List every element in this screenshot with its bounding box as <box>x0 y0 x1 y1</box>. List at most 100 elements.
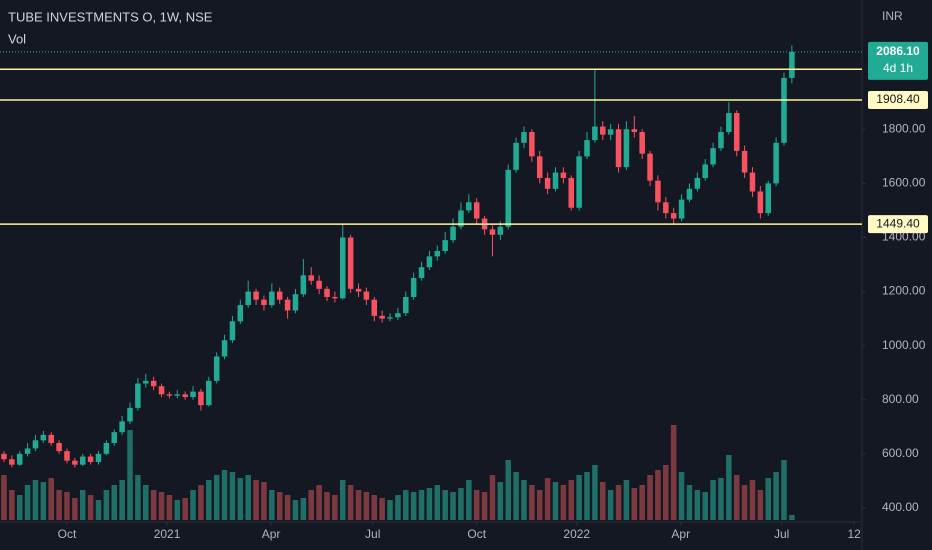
volume-bar <box>56 490 62 520</box>
y-tick-label: 400.00 <box>882 500 919 514</box>
volume-bar <box>387 500 393 520</box>
x-tick-label: Oct <box>58 527 77 541</box>
volume-bar <box>276 492 283 520</box>
volume-bar <box>308 490 314 520</box>
volume-bar <box>206 480 212 520</box>
volume-bar <box>741 485 748 520</box>
volume-bar <box>623 480 630 520</box>
volume-bar <box>111 485 118 520</box>
candle-body <box>182 394 188 398</box>
candle-body <box>127 407 133 422</box>
volume-bar <box>458 488 464 520</box>
candle-body <box>339 237 346 299</box>
volume-bar <box>733 475 740 520</box>
candle-body <box>655 180 661 203</box>
volume-bar <box>584 472 590 520</box>
candle-body <box>32 440 39 449</box>
volume-bar <box>576 475 582 520</box>
candle-body <box>497 226 504 235</box>
candle-body <box>426 256 433 268</box>
volume-bar <box>513 472 519 520</box>
volume-bar <box>1 475 7 520</box>
candle-body <box>95 453 102 462</box>
candle-body <box>363 291 370 300</box>
candle-body <box>1 453 7 460</box>
volume-bar <box>395 495 401 520</box>
candle-body <box>190 391 196 398</box>
volume-bar <box>410 492 417 520</box>
volume-bar <box>269 490 275 520</box>
candle-body <box>48 434 54 444</box>
volume-bar <box>466 480 472 520</box>
candle-body <box>332 296 338 299</box>
candle-body <box>631 129 638 132</box>
volume-bar <box>686 485 693 520</box>
candle-body <box>466 202 472 211</box>
volume-bar <box>663 465 669 520</box>
candle-body <box>600 126 606 135</box>
volume-bar <box>473 490 480 520</box>
volume-bar <box>647 475 653 520</box>
candle-body <box>489 229 496 235</box>
candle-body <box>757 191 764 214</box>
volume-bar <box>497 482 504 520</box>
candle-body <box>718 131 724 149</box>
candle-body <box>64 451 70 461</box>
volume-bar <box>135 475 141 520</box>
candle-body <box>253 291 259 300</box>
candle-body <box>513 142 519 170</box>
volume-bar <box>284 495 291 520</box>
candle-body <box>733 113 740 151</box>
candle-body <box>143 380 149 384</box>
volume-label: Vol <box>8 31 26 46</box>
level-label-box <box>868 90 928 109</box>
volume-bar <box>245 475 251 520</box>
volume-bar <box>718 478 724 520</box>
volume-bar <box>639 485 645 520</box>
volume-bar <box>481 492 488 520</box>
volume-bar <box>166 495 173 520</box>
candle-body <box>403 296 409 314</box>
candle-body <box>741 150 748 173</box>
volume-bar <box>789 515 795 520</box>
volume-bar <box>24 485 31 520</box>
volume-bar <box>529 485 535 520</box>
x-tick-label: Jul <box>365 527 380 541</box>
volume-bar <box>174 500 181 520</box>
candle-body <box>607 129 614 135</box>
x-tick-label: Oct <box>467 527 486 541</box>
candle-body <box>316 280 322 289</box>
candle-body <box>694 177 701 189</box>
candle-body <box>213 356 220 381</box>
candle-body <box>434 250 441 257</box>
volume-bar <box>434 485 441 520</box>
volume-bar <box>150 490 157 520</box>
candle-body <box>521 131 527 143</box>
volume-bar <box>48 478 54 520</box>
candle-body <box>276 291 283 300</box>
volume-bar <box>702 492 708 520</box>
y-tick-label: 1400.00 <box>882 230 926 244</box>
volume-bar <box>339 480 346 520</box>
volume-bar <box>505 460 511 520</box>
candle-body <box>773 142 779 184</box>
candle-body <box>111 432 118 444</box>
countdown: 4d 1h <box>883 61 913 75</box>
last-price-label: 2086.10 <box>876 44 920 58</box>
candle-body <box>623 129 630 168</box>
x-tick-label: Jul <box>774 527 789 541</box>
volume-bar <box>355 490 362 520</box>
candle-body <box>505 169 511 227</box>
volume-bar <box>72 498 78 520</box>
y-tick-label: 800.00 <box>882 392 919 406</box>
candle-body <box>781 77 787 143</box>
volume-bar <box>64 492 70 520</box>
volume-bar <box>765 478 771 520</box>
candle-body <box>229 321 236 341</box>
candle-body <box>410 278 417 297</box>
volume-bar <box>371 495 378 520</box>
candle-body <box>789 51 795 78</box>
volume-bar <box>418 490 425 520</box>
candle-body <box>72 460 78 465</box>
